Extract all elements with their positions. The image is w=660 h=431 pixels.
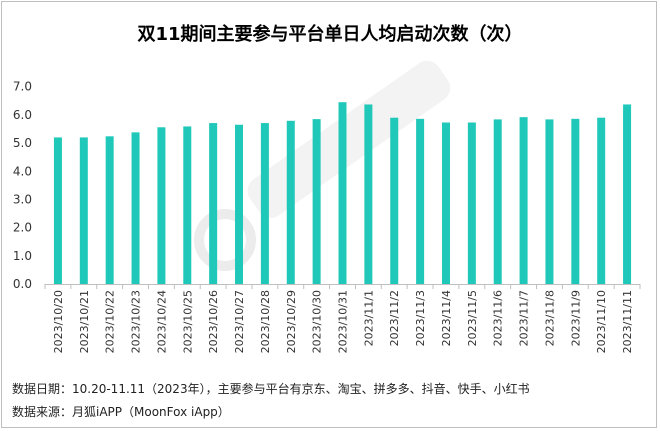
bar [623,104,632,284]
x-tick-label: 2023/10/25 [181,290,194,353]
x-tick-label: 2023/11/1 [362,290,375,346]
footnote-date-range: 数据日期：10.20-11.11（2023年），主要参与平台有京东、淘宝、拼多多… [12,382,530,396]
x-tick-label: 2023/10/27 [233,290,246,353]
y-tick-label: 5.0 [13,136,32,150]
x-tick-label: 2023/11/10 [595,290,608,353]
x-tick-label: 2023/11/2 [388,290,401,346]
bar [312,119,321,284]
chart-title: 双11期间主要参与平台单日人均启动次数（次） [137,24,523,45]
bar [235,124,244,284]
bar [467,122,476,285]
x-tick-label: 2023/11/9 [569,290,582,346]
x-tick-label: 2023/10/24 [155,290,168,353]
bar [571,118,580,284]
bar [131,132,140,284]
bar [364,104,373,284]
x-tick-label: 2023/11/6 [492,290,505,346]
bar [597,117,606,284]
footnote-source: 数据来源：月狐iAPP（MoonFox iApp） [12,405,230,419]
x-tick-label: 2023/11/11 [621,290,634,353]
bar [53,137,62,284]
x-tick-label: 2023/10/26 [207,290,220,353]
y-tick-label: 7.0 [13,80,32,94]
bar [79,137,88,284]
x-tick-label: 2023/10/23 [130,290,143,353]
bar [209,123,218,284]
y-tick-label: 1.0 [13,249,32,263]
bar [545,119,554,284]
x-tick-label: 2023/11/3 [414,290,427,346]
bar [286,120,295,284]
x-tick-label: 2023/10/29 [285,290,298,353]
bar [105,136,114,284]
x-tick-label: 2023/10/21 [78,290,91,353]
bar [183,126,192,284]
x-tick-label: 2023/10/22 [104,290,117,353]
y-tick-label: 0.0 [13,277,32,291]
x-tick-label: 2023/10/28 [259,290,272,353]
x-tick-label: 2023/11/4 [440,290,453,346]
y-tick-label: 2.0 [13,221,32,235]
bar [441,122,450,285]
bar [338,102,347,284]
bar [519,117,528,285]
bar [416,118,425,284]
bar [157,127,166,284]
bar [390,117,399,284]
bar-chart: 0.0 1.0 2.0 3.0 4.0 5.0 6.0 7.0 2023/10/20 2023/1… [13,80,641,353]
bar [493,119,502,284]
x-tick-label: 2023/10/20 [52,290,65,353]
watermark-ring [194,209,256,271]
x-tick-label: 2023/11/8 [543,290,556,346]
x-tick-label: 2023/10/30 [311,290,324,353]
bar [260,123,269,284]
x-tick-label: 2023/10/31 [337,290,350,353]
y-tick-label: 4.0 [13,164,32,178]
watermark-wordmark [247,60,451,218]
y-tick-label: 6.0 [13,108,32,122]
x-tick-label: 2023/11/7 [518,290,531,346]
x-tick-label: 2023/11/5 [466,290,479,346]
y-tick-label: 3.0 [13,192,32,206]
